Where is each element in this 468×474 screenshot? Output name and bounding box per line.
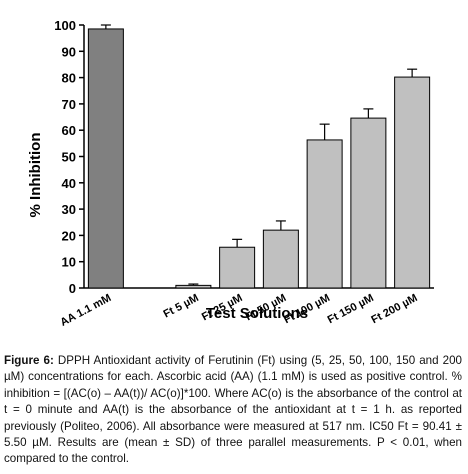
- x-tick-label: Ft 200 µM: [369, 292, 419, 326]
- chart: % Inhibition Test Solutions 0 10 20 30 40 50 6…: [27, 18, 434, 329]
- bar: [219, 246, 256, 289]
- error-bar: [232, 238, 243, 248]
- x-tick-label: AA 1.1 mM: [58, 292, 113, 329]
- error-bar: [363, 108, 374, 119]
- y-tick-label: 70: [62, 97, 76, 112]
- bar: [87, 28, 124, 289]
- caption: Figure 6: DPPH Antioxidant activity of F…: [4, 353, 462, 468]
- caption-label: Figure 6:: [4, 354, 54, 367]
- y-tick-label: 60: [62, 123, 76, 138]
- bar: [262, 229, 299, 289]
- x-tick-label: Ft 5 µM: [161, 292, 200, 320]
- x-axis-title: Test Solutions: [206, 305, 308, 322]
- y-tick-label: 0: [69, 281, 76, 296]
- caption-text: DPPH Antioxidant activity of Ferutinin (…: [4, 354, 462, 466]
- y-tick-label: 20: [62, 228, 76, 243]
- y-tick-label: 10: [62, 255, 76, 270]
- y-tick-label: 40: [62, 176, 76, 191]
- x-tick-label: Ft 150 µM: [326, 292, 376, 326]
- error-bar: [100, 24, 111, 29]
- y-axis-title: % Inhibition: [27, 133, 44, 218]
- bar: [175, 284, 212, 289]
- y-tick-label: 80: [62, 71, 76, 86]
- bar: [306, 139, 343, 289]
- error-bar: [275, 220, 286, 231]
- error-bar: [319, 123, 330, 140]
- y-tick-label: 90: [62, 44, 76, 59]
- y-tick-label: 50: [62, 150, 76, 165]
- y-tick-label: 100: [54, 18, 76, 33]
- error-bar: [188, 283, 199, 286]
- error-bar: [407, 68, 418, 78]
- bar: [350, 117, 387, 289]
- bar: [394, 76, 431, 289]
- y-tick-label: 30: [62, 202, 76, 217]
